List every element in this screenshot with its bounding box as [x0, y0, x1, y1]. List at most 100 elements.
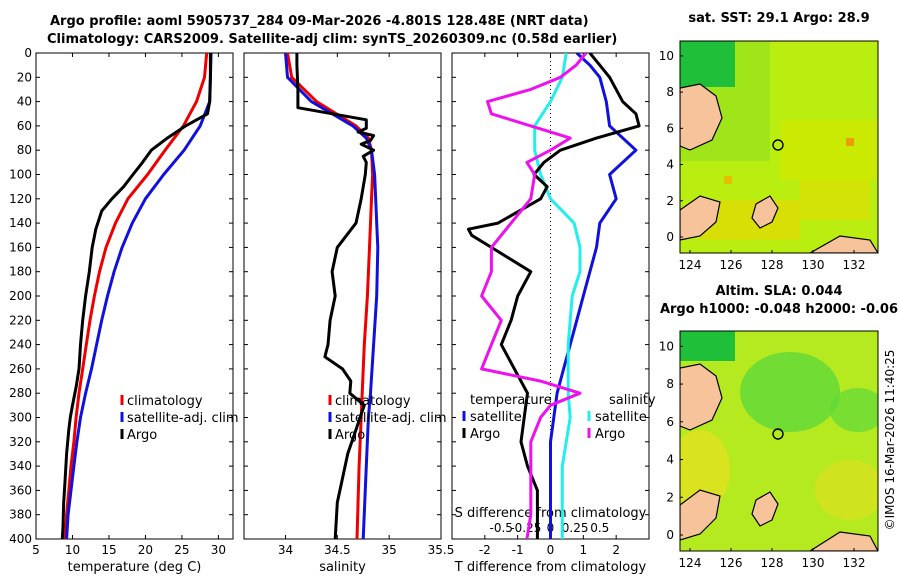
depth-tick-label: 60 — [17, 119, 32, 133]
land-new-guinea — [808, 235, 878, 253]
sla-map-title: Altim. SLA: 0.044 — [716, 284, 843, 299]
s-diff-tick-label: -0.5 — [490, 521, 513, 535]
land-green-patch — [680, 41, 735, 87]
differences-xtick-label: 2 — [612, 543, 620, 557]
differences-series-t-argo — [466, 53, 641, 539]
imos-watermark: ©IMOS 16-Mar-2026 11:40:25 — [883, 350, 897, 531]
differences-series-group — [466, 53, 641, 539]
land-sulawesi — [680, 195, 721, 241]
land-halmahera — [751, 195, 779, 229]
figure-title-line1: Argo profile: aoml 5905737_284 09-Mar-20… — [50, 14, 589, 29]
depth-tick-label: 40 — [17, 95, 32, 109]
map_top-ytick-label: 2 — [666, 194, 674, 208]
depth-tick-label: 380 — [9, 508, 32, 522]
salinity-xtick-label: 35.5 — [428, 543, 455, 557]
map_top-ytick-label: 0 — [666, 230, 674, 244]
map_top-ytick-label: 8 — [666, 85, 674, 99]
map_bottom-ytick-label: 8 — [666, 377, 674, 391]
map_bottom-xtick-label: 132 — [843, 556, 866, 570]
land-mindanao — [680, 83, 723, 151]
depth-tick-label: 160 — [9, 240, 32, 254]
s-diff-tick-label: 0.5 — [590, 521, 609, 535]
map_top-xtick-label: 132 — [843, 258, 866, 272]
depth-tick-label: 220 — [9, 313, 32, 327]
map_top-ytick-label: 6 — [666, 121, 674, 135]
temperature-series-argo — [60, 53, 212, 539]
map_bottom-ytick-label: 0 — [666, 528, 674, 542]
s-diff-tick-label: -0.25 — [510, 521, 541, 535]
temperature-xtick-label: 20 — [138, 543, 153, 557]
temperature-xtick-label: 5 — [32, 543, 40, 557]
salinity-xtick-label: 35 — [382, 543, 397, 557]
differences-series-s-argo — [480, 53, 588, 539]
map_bottom-ytick-label: 2 — [666, 490, 674, 504]
differences-xtick-label: -1 — [512, 543, 524, 557]
depth-tick-label: 360 — [9, 483, 32, 497]
map_top-xtick-label: 126 — [720, 258, 743, 272]
salinity-plot-area — [243, 52, 442, 540]
differences-xtick-label: 0 — [547, 543, 555, 557]
depth-tick-label: 340 — [9, 459, 32, 473]
sst-map-title: sat. SST: 29.1 Argo: 28.9 — [688, 11, 869, 26]
differences-xlabel: T difference from climatology — [454, 560, 647, 575]
map_top-ytick-label: 10 — [659, 49, 674, 63]
figure-title-line2: Climatology: CARS2009. Satellite-adj cli… — [47, 32, 618, 47]
depth-tick-label: 0 — [24, 46, 32, 60]
temperature-series-satellite-adj-clim — [65, 53, 213, 539]
legend-salinity-heading: salinity — [609, 393, 656, 408]
map_bottom-ytick-label: 10 — [659, 339, 674, 353]
salinity-xtick-label: 34.5 — [324, 543, 351, 557]
temperature-legend-label: climatology — [127, 394, 203, 409]
map_bottom-xtick-label: 130 — [802, 556, 825, 570]
temperature-legend-label: satellite-adj. clim — [127, 411, 239, 426]
map_bottom-xtick-label: 126 — [720, 556, 743, 570]
depth-tick-label: 240 — [9, 338, 32, 352]
map_top-xtick-label: 130 — [802, 258, 825, 272]
temperature-xtick-label: 10 — [65, 543, 80, 557]
salinity-xtick-label: 34 — [278, 543, 293, 557]
salinity-series-group — [284, 53, 380, 539]
depth-tick-label: 80 — [17, 143, 32, 157]
salinity-legend-label: satellite-adj. clim — [335, 411, 447, 426]
temperature-xtick-label: 25 — [174, 543, 189, 557]
map_bottom-ytick-label: 4 — [666, 453, 674, 467]
differences-xtick-label: -2 — [479, 543, 491, 557]
legend-temperature-heading: temperature — [470, 393, 552, 408]
temperature-legend-label: Argo — [127, 428, 157, 443]
temperature-xtick-label: 30 — [211, 543, 226, 557]
depth-tick-label: 280 — [9, 386, 32, 400]
temperature-plot-area — [35, 52, 234, 540]
sla-map: 124 126 128 130 132 0 2 4 6 8 10 — [659, 330, 879, 570]
panel-temperature: 0 20 40 60 80 100 120 140 160 180 200 220 240 260 280 3… — [9, 46, 239, 575]
depth-tick-label: 100 — [9, 168, 32, 182]
map_bottom-ytick-label: 6 — [666, 415, 674, 429]
salinity-legend-label: Argo — [335, 428, 365, 443]
diff-legend-label-argo: Argo — [470, 427, 500, 442]
depth-tick-label: 180 — [9, 265, 32, 279]
sla-map-subtitle: Argo h1000: -0.048 h2000: -0.06 — [660, 302, 898, 317]
depth-tick-label: 260 — [9, 362, 32, 376]
argo-float-marker-top — [772, 139, 784, 151]
map_top-xtick-label: 128 — [761, 258, 784, 272]
temperature-series-climatology — [63, 53, 209, 539]
salinity-legend-label: climatology — [335, 394, 411, 409]
panel-salinity: 34 34.5 35 35.5 salinity climatology satellite… — [243, 52, 455, 575]
map_top-xtick-label: 124 — [679, 258, 702, 272]
depth-tick-label: 320 — [9, 435, 32, 449]
diff-legend-label-argo: Argo — [595, 427, 625, 442]
s-diff-tick-label: 0.25 — [562, 521, 589, 535]
depth-tick-label: 120 — [9, 192, 32, 206]
diff-legend-label-satellite: satellite — [470, 410, 522, 425]
map_bottom-xtick-label: 128 — [761, 556, 784, 570]
depth-tick-label: 20 — [17, 70, 32, 84]
diff-legend-label-satellite: satellite — [595, 410, 647, 425]
temperature-xtick-label: 15 — [101, 543, 116, 557]
differences-series-s-satellite — [533, 53, 582, 539]
depth-tick-label: 200 — [9, 289, 32, 303]
salinity-xlabel: salinity — [319, 560, 366, 575]
argo-float-marker-bottom — [772, 428, 784, 440]
depth-tick-label: 300 — [9, 411, 32, 425]
temperature-series-group — [60, 53, 213, 539]
